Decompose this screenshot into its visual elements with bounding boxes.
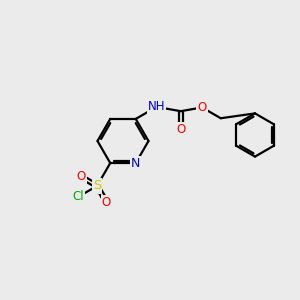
Text: O: O	[176, 123, 185, 136]
Text: Cl: Cl	[73, 190, 84, 203]
Text: S: S	[93, 179, 101, 192]
Text: N: N	[131, 157, 140, 169]
Text: O: O	[102, 196, 111, 208]
Text: NH: NH	[148, 100, 165, 113]
Text: O: O	[197, 101, 207, 114]
Text: O: O	[76, 170, 86, 183]
